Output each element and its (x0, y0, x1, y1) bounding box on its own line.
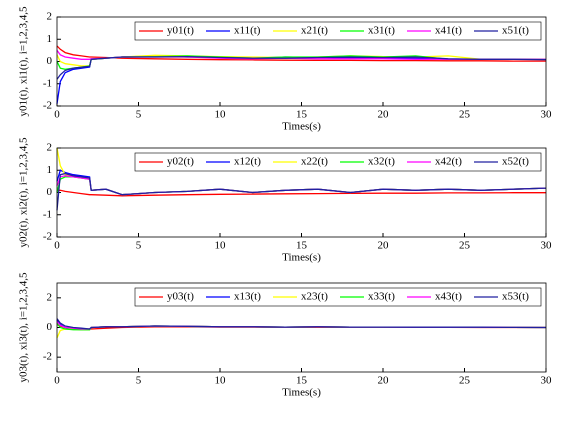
legend-box (134, 287, 542, 307)
legend-label: x53(t) (502, 291, 529, 303)
y-tick-label: 0 (47, 186, 53, 198)
series-line (57, 189, 546, 197)
x-tick-label: 30 (541, 375, 553, 387)
x-tick-label: 25 (459, 109, 471, 121)
x-tick-label: 20 (378, 240, 390, 252)
x-tick-label: 25 (459, 375, 471, 387)
x-tick-label: 0 (54, 375, 60, 387)
legend-label: y03(t) (167, 291, 194, 303)
x-axis-label: Times(s) (282, 252, 321, 264)
x-tick-label: 10 (215, 240, 227, 252)
legend-box (134, 152, 542, 172)
legend-label: x23(t) (301, 291, 328, 303)
legend-label: x22(t) (301, 156, 328, 168)
axes-frame (56, 282, 547, 373)
y-axis-label: y03(t), xi3(t), i=1,2,3,4,5 (18, 272, 30, 383)
x-tick-label: 0 (54, 240, 60, 252)
legend-label: x11(t) (234, 25, 261, 37)
series-line (56, 318, 547, 330)
legend-label: x43(t) (435, 291, 462, 303)
y-tick-label: 1 (47, 164, 53, 176)
series-line (56, 55, 547, 80)
legend-label: x33(t) (368, 291, 395, 303)
y-tick-label: 1 (47, 33, 53, 45)
x-tick-label: 25 (459, 240, 471, 252)
axes-frame (56, 147, 547, 238)
legend-label: x41(t) (435, 25, 462, 37)
axes-frame (56, 16, 547, 107)
y-tick-label: 2 (47, 11, 53, 23)
y-tick-label: -2 (43, 100, 52, 112)
legend-label: x51(t) (502, 25, 529, 37)
x-tick-label: 0 (54, 109, 60, 121)
legend-label: y01(t) (167, 25, 194, 37)
x-tick-label: 30 (541, 109, 553, 121)
series-line (56, 45, 546, 62)
series-line (56, 172, 547, 211)
legend-label: x52(t) (502, 156, 529, 168)
y-tick-label: 0 (47, 55, 53, 67)
legend-label: x21(t) (301, 25, 328, 37)
y-tick-label: -1 (43, 77, 52, 89)
x-axis-label: Times(s) (282, 387, 321, 399)
x-tick-label: 5 (136, 240, 142, 252)
x-tick-label: 15 (296, 240, 308, 252)
x-tick-label: 30 (541, 240, 553, 252)
x-tick-label: 5 (136, 109, 142, 121)
y-tick-label: 2 (47, 291, 53, 303)
legend-label: x12(t) (234, 156, 261, 168)
legend-label: x13(t) (234, 291, 261, 303)
x-tick-label: 10 (215, 109, 227, 121)
y-tick-label: -1 (43, 208, 52, 220)
x-tick-label: 15 (296, 109, 308, 121)
legend-box (134, 21, 542, 41)
legend-label: x42(t) (435, 156, 462, 168)
y-axis-label: y01(t), xi1(t), i=1,2,3,4,5 (18, 6, 30, 117)
legend-label: x31(t) (368, 25, 395, 37)
x-axis-label: Times(s) (282, 121, 321, 133)
legend-label: x32(t) (368, 156, 395, 168)
y-tick-label: 0 (47, 321, 53, 333)
legend-label: y02(t) (167, 156, 194, 168)
y-axis-label: y02(t), xi2(t), i=1,2,3,4,5 (18, 137, 30, 248)
x-tick-label: 5 (136, 375, 142, 387)
y-tick-label: -2 (43, 231, 52, 243)
x-tick-label: 20 (378, 109, 390, 121)
y-tick-label: 2 (47, 142, 53, 154)
x-tick-label: 20 (378, 375, 390, 387)
x-tick-label: 15 (296, 375, 308, 387)
y-tick-label: -2 (43, 351, 52, 363)
x-tick-label: 10 (215, 375, 227, 387)
